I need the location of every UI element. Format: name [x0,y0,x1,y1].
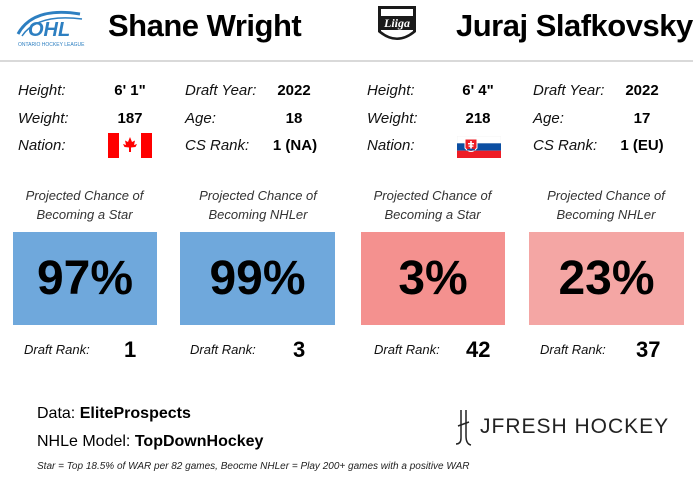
ohl-logo-text: OHL [28,19,70,41]
p1-star-draft-rank: 1 [124,337,137,362]
p1-height-value: 6' 1" [114,82,146,99]
brand-name: JFRESH HOCKEY [480,415,670,438]
ohl-logo-graphic: OHL ONTARIO HOCKEY LEAGUE [16,10,85,48]
p1-nhler-header: Projected Chance of Becoming NHLer [199,188,317,222]
ohl-logo: OHL ONTARIO HOCKEY LEAGUE [16,8,86,48]
slovakia-flag-icon [456,135,502,158]
p2-nhler-probability: 23% [558,252,655,305]
footnote: Star = Top 18.5% of WAR per 82 games, Be… [37,461,470,472]
data-source-value: EliteProspects [79,405,191,422]
p2-height-label: Height: [367,82,415,99]
p2-star-draft-rank-label: Draft Rank: [374,342,440,357]
data-source-label: Data: [37,405,76,422]
player-1-name: Shane Wright [108,8,302,43]
p2-nation-label: Nation: [367,137,415,154]
p1-nhler-probability: 99% [209,252,306,305]
p2-weight-value: 218 [465,110,491,127]
p1-nhler-draft-rank-label: Draft Rank: [190,342,256,357]
p1-cs-rank-label: CS Rank: [185,137,250,154]
p1-nhler-probability-box: 99% [180,232,335,325]
liiga-logo: Liiga [372,2,422,50]
p1-draft-year-label: Draft Year: [185,82,257,99]
p1-star-header: Projected Chance of Becoming a Star [25,188,144,222]
p1-star-probability: 97% [36,252,134,305]
player-2-name: Juraj Slafkovsky [456,8,693,43]
p2-star-probability: 3% [398,252,468,305]
p1-star-draft-rank-label: Draft Rank: [24,342,90,357]
ohl-logo-subtext: ONTARIO HOCKEY LEAGUE [18,42,85,48]
p2-cs-rank-value: 1 (EU) [620,137,664,154]
p2-nhler-probability-box: 23% [529,232,684,325]
p1-weight-label: Weight: [18,110,69,127]
p1-star-probability-box: 97% [13,232,157,325]
p2-weight-label: Weight: [367,110,418,127]
header-divider [0,60,693,62]
p2-height-value: 6' 4" [462,82,494,99]
p2-age-value: 17 [633,110,651,127]
p2-nhler-draft-rank: 37 [636,337,661,362]
p2-age-label: Age: [533,110,564,127]
p2-nhler-header: Projected Chance of Becoming NHLer [547,188,665,222]
p1-nhler-draft-rank: 3 [293,337,306,362]
p1-age-value: 18 [285,110,303,127]
p2-star-header: Projected Chance of Becoming a Star [373,188,492,222]
p2-star-probability-box: 3% [361,232,505,325]
liiga-logo-text: Liiga [383,16,410,30]
p2-draft-year-label: Draft Year: [533,82,605,99]
model-source-label: NHLe Model: [37,433,131,450]
p2-nhler-draft-rank-label: Draft Rank: [540,342,606,357]
data-source-line: Data: EliteProspects [37,405,191,423]
p1-cs-rank-value: 1 (NA) [272,137,318,154]
hockey-stick-icon [452,408,474,448]
canada-flag-icon [108,133,152,158]
liiga-logo-graphic: Liiga [378,6,416,40]
p2-draft-year-value: 2022 [625,82,659,99]
p1-height-label: Height: [18,82,66,99]
model-source-value: TopDownHockey [134,433,264,450]
p1-age-label: Age: [185,110,216,127]
model-source-line: NHLe Model: TopDownHockey [37,433,263,451]
p1-draft-year-value: 2022 [277,82,311,99]
p1-weight-value: 187 [117,110,143,127]
p2-cs-rank-label: CS Rank: [533,137,598,154]
p2-star-draft-rank: 42 [466,337,491,362]
p1-nation-label: Nation: [18,137,66,154]
